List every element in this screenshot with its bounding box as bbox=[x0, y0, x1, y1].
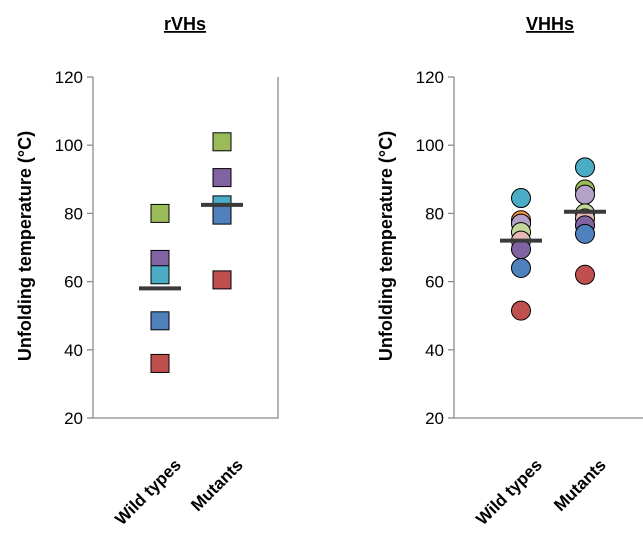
data-points bbox=[139, 132, 243, 373]
data-point-square bbox=[150, 203, 170, 223]
data-point-square bbox=[212, 205, 232, 225]
panel-vhhs: VHHs Unfolding temperature (°C) 20 40 60 80… bbox=[376, 14, 643, 529]
y-tick-label: 40 bbox=[64, 341, 83, 360]
panel-rvhs: rVHs Unfolding temperature (°C) 20 40 60 80… bbox=[15, 14, 279, 529]
data-point-circle bbox=[575, 157, 595, 178]
data-point-square bbox=[150, 353, 170, 373]
x-category-label: Wild types bbox=[472, 455, 545, 528]
data-point-square bbox=[212, 132, 232, 152]
y-tick-label: 20 bbox=[425, 409, 444, 428]
x-category-label: Mutants bbox=[187, 455, 247, 515]
y-tick-label: 60 bbox=[425, 273, 444, 292]
axes: 20 40 60 80 100 120 Wild types Mutants bbox=[416, 68, 643, 529]
plot-frame bbox=[92, 77, 279, 419]
panel-title: rVHs bbox=[164, 14, 206, 34]
data-point-square bbox=[150, 311, 170, 331]
y-tick-label: 100 bbox=[416, 136, 444, 155]
data-point-square bbox=[212, 168, 232, 188]
y-tick-label: 40 bbox=[425, 341, 444, 360]
data-point-square bbox=[150, 265, 170, 285]
y-tick-label: 120 bbox=[55, 68, 83, 87]
y-tick-label: 20 bbox=[64, 409, 83, 428]
data-point-circle bbox=[575, 223, 595, 244]
y-tick-label: 100 bbox=[55, 136, 83, 155]
x-category-label: Wild types bbox=[111, 455, 184, 528]
y-tick-label: 80 bbox=[64, 204, 83, 223]
x-category-label: Mutants bbox=[550, 455, 610, 515]
data-point-circle bbox=[575, 264, 595, 285]
y-tick-label: 60 bbox=[64, 273, 83, 292]
axes: 20 40 60 80 100 120 Wild types Mutants bbox=[55, 68, 279, 529]
data-point-circle bbox=[575, 184, 595, 205]
data-points bbox=[500, 157, 606, 321]
panel-title: VHHs bbox=[526, 14, 574, 34]
y-tick-label: 120 bbox=[416, 68, 444, 87]
y-axis-label: Unfolding temperature (°C) bbox=[376, 131, 396, 361]
data-point-circle bbox=[511, 257, 531, 278]
y-axis-label: Unfolding temperature (°C) bbox=[15, 131, 35, 361]
data-point-circle bbox=[511, 300, 531, 321]
data-point-circle bbox=[511, 188, 531, 209]
plot-frame bbox=[453, 77, 643, 419]
y-tick-label: 80 bbox=[425, 204, 444, 223]
data-point-square bbox=[212, 270, 232, 290]
